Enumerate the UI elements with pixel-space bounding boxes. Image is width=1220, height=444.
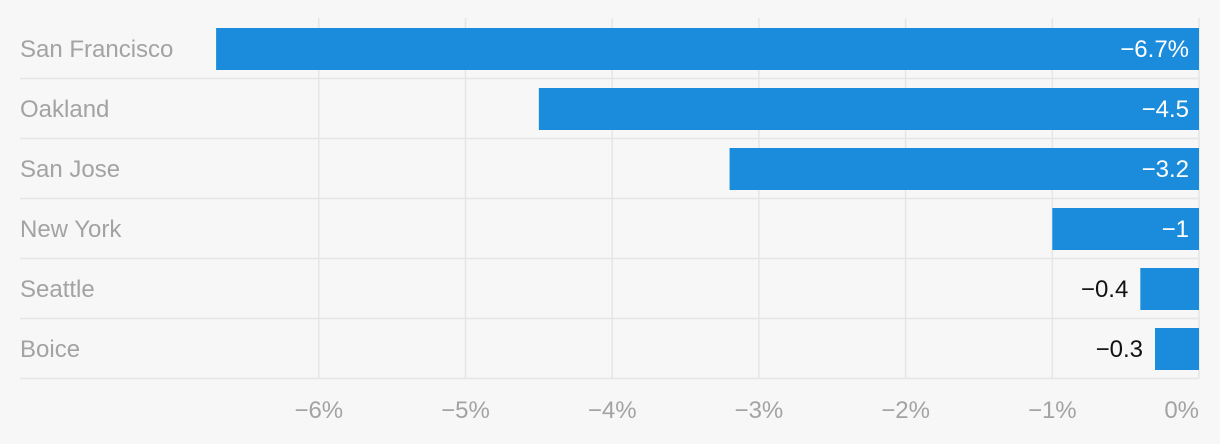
category-label: New York [20, 216, 122, 243]
bar [216, 28, 1200, 70]
bar [729, 148, 1199, 190]
x-tick-label: −1% [1028, 397, 1077, 424]
x-tick-label: −4% [588, 397, 637, 424]
x-axis-ticks: −6% −5% −4% −3% −2% −1% 0% [294, 397, 1199, 424]
row-dividers [20, 77, 1199, 380]
category-label: San Francisco [20, 36, 173, 63]
category-labels: San Francisco Oakland San Jose New York Seat… [20, 36, 173, 363]
bar [1154, 328, 1199, 370]
bar [1140, 268, 1199, 310]
data-label: −0.4 [1081, 276, 1128, 303]
data-label: −3.2 [1142, 156, 1189, 183]
category-label: Seattle [20, 276, 95, 303]
bars [216, 28, 1200, 370]
data-label: −1 [1162, 216, 1189, 243]
data-label: −6.7% [1120, 36, 1189, 63]
x-tick-label: −3% [735, 397, 784, 424]
bar [538, 88, 1199, 130]
data-labels: −6.7% −4.5 −3.2 −1 −0.4 −0.3 [1081, 36, 1189, 363]
x-tick-label: −6% [294, 397, 343, 424]
category-label: Boice [20, 336, 80, 363]
x-tick-label: −2% [881, 397, 930, 424]
x-tick-label: 0% [1164, 397, 1199, 424]
category-label: Oakland [20, 96, 109, 123]
category-label: San Jose [20, 156, 120, 183]
data-label: −0.3 [1096, 336, 1143, 363]
data-label: −4.5 [1142, 96, 1189, 123]
bar [1052, 208, 1199, 250]
x-tick-label: −5% [441, 397, 490, 424]
